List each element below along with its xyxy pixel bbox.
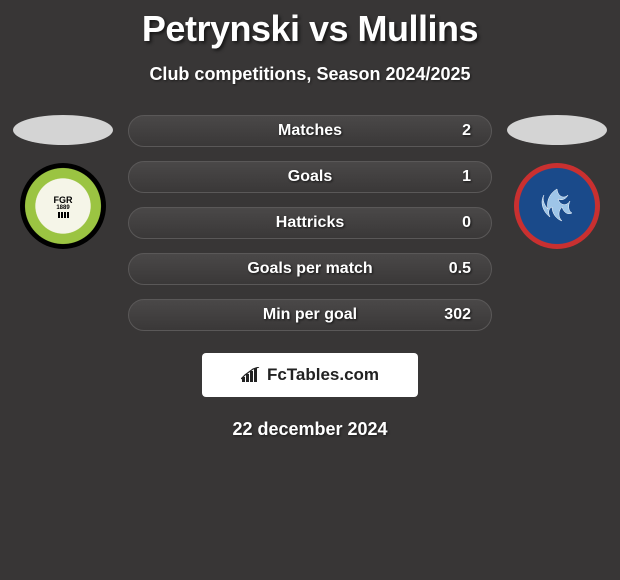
stat-label: Hattricks xyxy=(276,214,344,232)
subtitle: Club competitions, Season 2024/2025 xyxy=(149,64,470,85)
stat-row-gpm: Goals per match 0.5 xyxy=(128,253,492,285)
right-side-column xyxy=(502,115,612,249)
brand-box[interactable]: FcTables.com xyxy=(202,353,418,397)
date-text: 22 december 2024 xyxy=(232,419,387,440)
stat-row-mpg: Min per goal 302 xyxy=(128,299,492,331)
stat-label: Matches xyxy=(278,122,342,140)
stat-label: Goals per match xyxy=(247,260,372,278)
stat-row-hattricks: Hattricks 0 xyxy=(128,207,492,239)
main-row: FGR 1889 Matches 2 Goals 1 Hattricks 0 xyxy=(0,115,620,331)
page-title: Petrynski vs Mullins xyxy=(142,8,478,50)
phoenix-icon xyxy=(534,183,580,229)
stats-column: Matches 2 Goals 1 Hattricks 0 Goals per … xyxy=(118,115,502,331)
stat-row-goals: Goals 1 xyxy=(128,161,492,193)
left-badge-inner: FGR 1889 xyxy=(43,186,83,226)
bar-chart-icon xyxy=(241,367,261,383)
left-badge-stripes xyxy=(58,212,69,218)
left-badge-text-bot: 1889 xyxy=(56,205,69,211)
stat-right-value: 302 xyxy=(441,306,471,324)
left-ellipse xyxy=(13,115,113,145)
right-ellipse xyxy=(507,115,607,145)
brand-text: FcTables.com xyxy=(267,365,379,385)
left-side-column: FGR 1889 xyxy=(8,115,118,249)
stat-right-value: 0 xyxy=(441,214,471,232)
stat-right-value: 0.5 xyxy=(441,260,471,278)
left-badge-text-mid: FGR xyxy=(54,195,73,205)
stat-right-value: 1 xyxy=(441,168,471,186)
stat-label: Min per goal xyxy=(263,306,357,324)
stat-right-value: 2 xyxy=(441,122,471,140)
stat-label: Goals xyxy=(288,168,332,186)
right-team-badge xyxy=(514,163,600,249)
left-team-badge: FGR 1889 xyxy=(20,163,106,249)
stat-row-matches: Matches 2 xyxy=(128,115,492,147)
